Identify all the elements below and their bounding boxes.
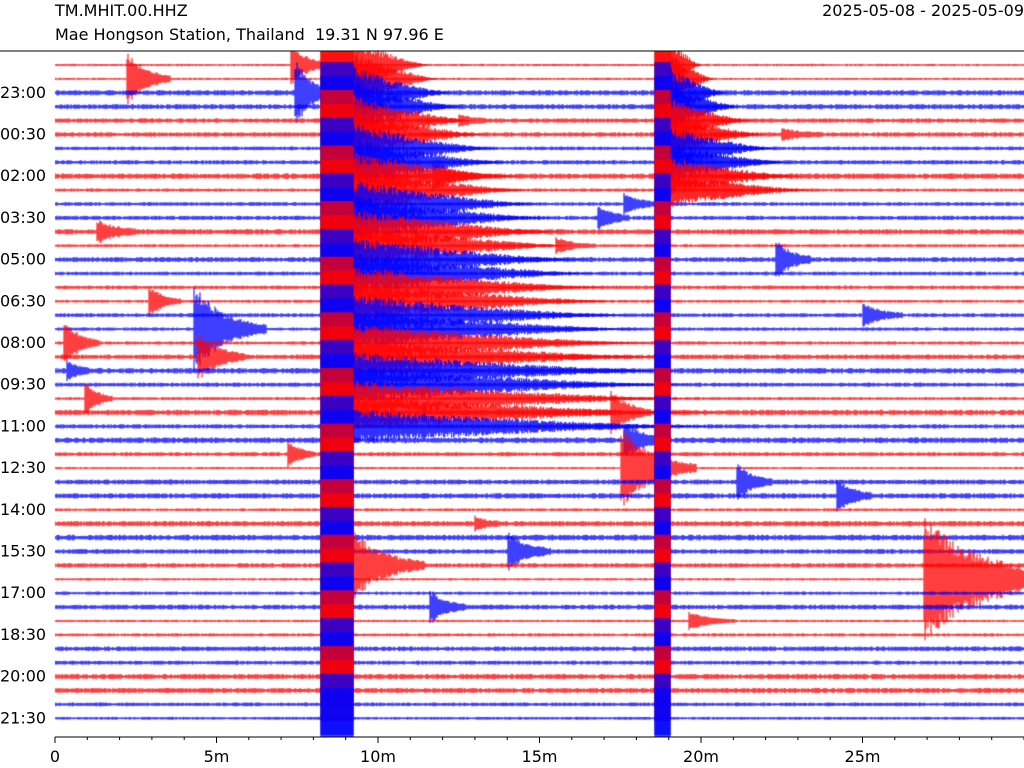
- x-tick-label: 5m: [204, 747, 230, 766]
- row-time-label: 00:30: [0, 125, 46, 144]
- row-time-label: 03:30: [0, 208, 46, 227]
- x-tick-label: 10m: [360, 747, 396, 766]
- row-time-label: 05:00: [0, 250, 46, 269]
- row-time-label: 06:30: [0, 291, 46, 310]
- x-tick-labels: 0 5m 10m 15m 20m 25m: [50, 747, 881, 766]
- row-time-label: 11:00: [0, 416, 46, 435]
- date-range-label: 2025-05-08 - 2025-05-09: [822, 1, 1024, 20]
- row-time-label: 14:00: [0, 500, 46, 519]
- row-time-label: 17:00: [0, 583, 46, 602]
- row-time-labels: 23:00 00:30 02:00 03:30 05:00 06:30 08:00 09:30…: [0, 83, 46, 727]
- row-time-label: 12:30: [0, 458, 46, 477]
- row-time-label: 23:00: [0, 83, 46, 102]
- x-tick-label: 20m: [683, 747, 719, 766]
- station-info-subtitle: Mae Hongson Station, Thailand 19.31 N 97…: [55, 25, 444, 44]
- x-tick-label: 0: [50, 747, 60, 766]
- station-code-title: TM.MHIT.00.HHZ: [55, 1, 188, 20]
- row-time-label: 21:30: [0, 708, 46, 727]
- x-tick-label: 15m: [522, 747, 558, 766]
- axes-layer: [0, 50, 1024, 743]
- row-time-label: 15:30: [0, 542, 46, 561]
- row-time-label: 18:30: [0, 625, 46, 644]
- row-time-label: 20:00: [0, 667, 46, 686]
- row-time-label: 09:30: [0, 375, 46, 394]
- row-time-label: 08:00: [0, 333, 46, 352]
- row-time-label: 02:00: [0, 166, 46, 185]
- x-tick-label: 25m: [845, 747, 881, 766]
